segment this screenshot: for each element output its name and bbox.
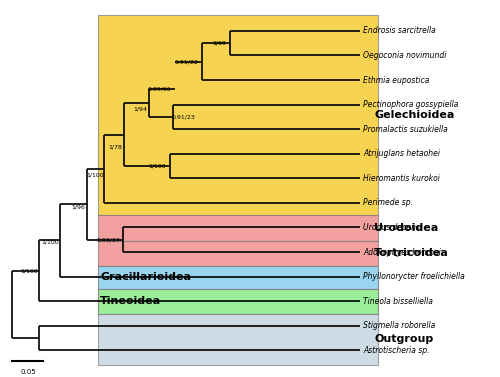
Text: Outgroup: Outgroup [374, 334, 434, 344]
Bar [98, 265, 378, 289]
Text: 0.98/37: 0.98/37 [96, 237, 120, 242]
Text: 1/100: 1/100 [42, 239, 59, 245]
Text: Promalactis suzukiella: Promalactis suzukiella [364, 125, 448, 134]
Text: Phyllonorycter froelichiella: Phyllonorycter froelichiella [364, 272, 465, 281]
Text: 1/78: 1/78 [108, 144, 122, 149]
Text: Oegoconia novimundi: Oegoconia novimundi [364, 51, 446, 60]
Text: 1/100: 1/100 [20, 269, 38, 274]
Text: Pectinophora gossypiella: Pectinophora gossypiella [364, 100, 458, 109]
Text: 1/69: 1/69 [212, 41, 226, 46]
Bar [98, 215, 378, 241]
Text: 1/100: 1/100 [148, 164, 166, 169]
Bar [98, 314, 378, 365]
Text: Endrosis sarcitrella: Endrosis sarcitrella [364, 26, 436, 35]
Text: Astrotischeria sp.: Astrotischeria sp. [364, 346, 430, 355]
Bar [98, 15, 378, 215]
Text: Gelechioidea: Gelechioidea [374, 110, 454, 120]
Text: Urodus decens: Urodus decens [364, 223, 420, 232]
Text: Tortricoidea: Tortricoidea [374, 248, 449, 258]
Text: Perimede sp.: Perimede sp. [364, 198, 414, 207]
Bar [98, 289, 378, 314]
Text: 1/94: 1/94 [134, 107, 147, 112]
Text: 1/100: 1/100 [86, 172, 104, 178]
Text: Hieromantis kurokoi: Hieromantis kurokoi [364, 174, 440, 183]
Text: Ethmia eupostica: Ethmia eupostica [364, 75, 430, 84]
Text: 0.05: 0.05 [20, 369, 36, 375]
Text: 0.91/23: 0.91/23 [172, 114, 196, 120]
Text: Tineola bisselliella: Tineola bisselliella [364, 297, 433, 306]
Text: Urodoidea: Urodoidea [374, 223, 438, 233]
Text: Atrijuglans hetaohei: Atrijuglans hetaohei [364, 149, 440, 158]
Text: Stigmella roborella: Stigmella roborella [364, 321, 436, 330]
Text: Gracillarioidea: Gracillarioidea [100, 272, 191, 282]
Text: 1/96: 1/96 [72, 205, 86, 210]
Text: 0.89/66: 0.89/66 [148, 87, 172, 92]
Text: Tineoidea: Tineoidea [100, 296, 161, 306]
Text: 0.91/22: 0.91/22 [175, 59, 199, 64]
Text: Adoxophyes honmai: Adoxophyes honmai [364, 248, 441, 257]
Bar [98, 241, 378, 265]
